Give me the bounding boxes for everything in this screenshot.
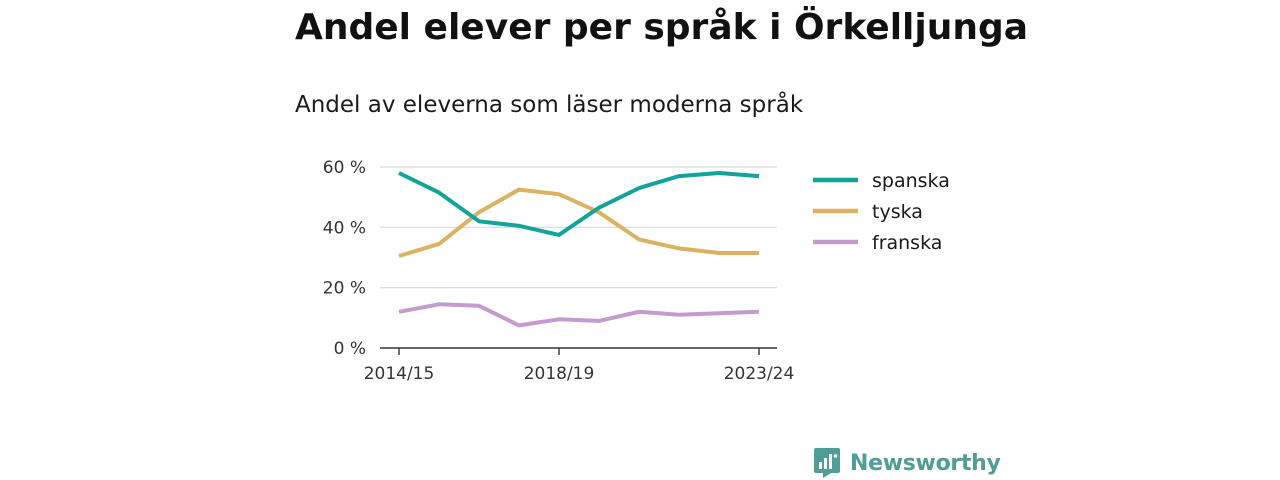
legend-label-tyska: tyska [872,201,923,223]
axes: 0 % 20 % 40 % 60 % 2014/15 2018/19 2023/24 [323,158,795,384]
gridlines [380,166,777,289]
series-line-tyska [398,187,759,258]
series-line-spanska [398,171,760,237]
series-lines [398,171,760,328]
logo-text: Newsworthy [850,450,1001,476]
series-line-franska [398,302,760,328]
x-tick-label: 2018/19 [524,364,595,384]
logo-bar-1 [819,462,822,469]
logo-bar-2 [824,458,827,469]
newsworthy-logo: Newsworthy [814,446,1001,480]
y-tick-label: 60 % [323,158,366,178]
newsworthy-logo-icon [814,448,840,478]
chart-title: Andel elever per språk i Örkelljunga [295,7,1029,48]
chart-subtitle: Andel av eleverna som läser moderna språ… [295,92,804,118]
logo-bar-3 [829,454,832,469]
legend: spanska tyska franska [813,170,950,254]
legend-label-spanska: spanska [872,170,950,192]
y-tick-label: 20 % [323,279,366,299]
x-tick-label: 2023/24 [724,364,795,384]
logo-dot [833,454,838,458]
legend-label-franska: franska [872,232,942,254]
y-tick-label: 40 % [323,218,366,238]
y-tick-label: 0 % [334,339,366,359]
x-tick-label: 2014/15 [364,364,435,384]
